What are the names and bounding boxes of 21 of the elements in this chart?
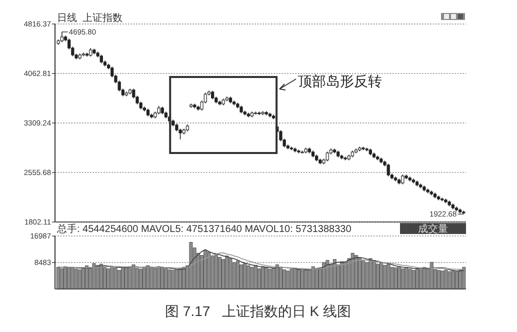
text: 成交量	[418, 223, 448, 235]
annotation: 顶部岛形反转	[298, 74, 382, 90]
candlestick	[326, 151, 329, 162]
bar	[440, 270, 444, 290]
bar	[117, 270, 121, 290]
candlestick	[401, 174, 404, 185]
bar	[376, 264, 380, 290]
bar	[365, 262, 369, 290]
bar	[222, 259, 226, 290]
bar	[286, 270, 290, 290]
candlestick	[386, 163, 390, 177]
chart-title: 日线 上证指数	[57, 12, 123, 24]
candlestick	[60, 32, 64, 43]
bar	[437, 270, 441, 290]
bar	[210, 256, 214, 290]
chart-title: 总手: 4544254600 MAVOL5: 4751371640 MAVOL10: 5731388330	[56, 223, 352, 235]
bar	[282, 269, 286, 290]
bar	[146, 265, 150, 290]
bar	[232, 262, 236, 290]
caption: 图 7.17 上证指数的日 K 线图	[165, 303, 351, 319]
bar	[106, 268, 110, 290]
